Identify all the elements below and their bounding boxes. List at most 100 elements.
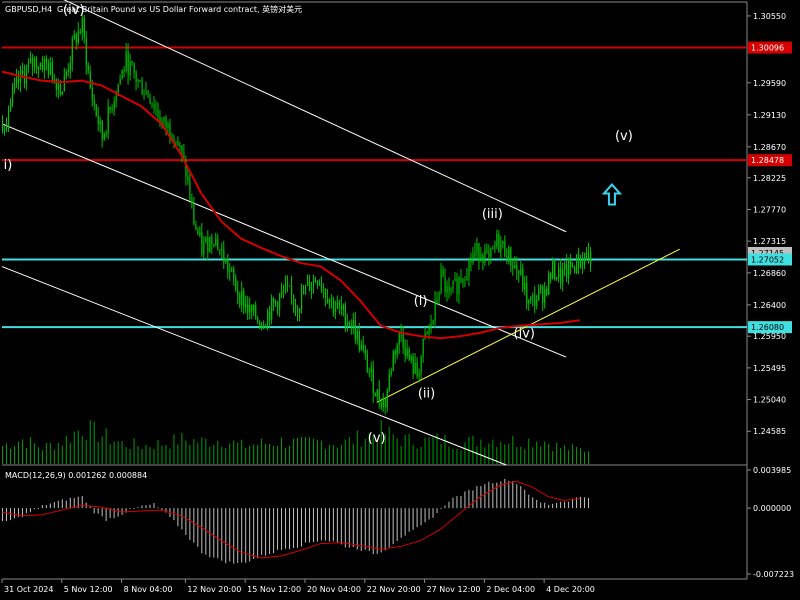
candle-body [346, 322, 349, 327]
candle-body [183, 153, 185, 160]
candle-body [149, 96, 151, 104]
candle-body [540, 286, 542, 290]
candle-body [3, 127, 6, 133]
macd-histogram-bar [412, 508, 414, 530]
volume-bar [141, 449, 143, 464]
candle [149, 93, 151, 105]
volume-bar [444, 434, 446, 464]
candle [380, 398, 382, 411]
macd-histogram-bar [13, 508, 15, 519]
candle [500, 236, 502, 262]
candle [352, 312, 355, 335]
candle-body [155, 109, 157, 111]
candle [474, 242, 476, 260]
candle-body [322, 289, 325, 291]
candle [584, 252, 586, 270]
chart-symbol-label: GBPUSD,H4 [5, 5, 52, 14]
macd-histogram-bar [356, 508, 358, 550]
candle [522, 263, 524, 292]
candle-body [372, 368, 374, 394]
candle [580, 254, 582, 269]
candle-body [117, 84, 119, 97]
candle-body [386, 390, 388, 407]
macd-histogram-bar [344, 508, 346, 548]
candle-body [225, 258, 227, 263]
volume-bar [13, 445, 15, 464]
candle-body [390, 371, 392, 375]
volume-bar [516, 447, 518, 464]
candle-body [446, 285, 448, 293]
candle-body [247, 303, 249, 313]
macd-histogram-bar [448, 501, 450, 509]
candle [466, 267, 468, 281]
candle-body [518, 270, 520, 275]
candle-body [326, 296, 329, 304]
candle-body [289, 285, 291, 287]
macd-histogram-bar [81, 495, 83, 509]
candle [356, 327, 358, 345]
candle [518, 270, 520, 283]
candle-body [23, 74, 26, 84]
candle [408, 346, 410, 362]
volume-bar [336, 447, 338, 464]
candle [203, 236, 205, 259]
candle [177, 136, 179, 147]
candle-body [416, 362, 418, 377]
macd-histogram-bar [181, 508, 183, 530]
volume-bar [464, 442, 466, 464]
candle-body [312, 279, 315, 287]
macd-histogram-bar [372, 508, 374, 555]
candle [440, 263, 442, 295]
candle-body [205, 237, 207, 243]
candle-body [249, 304, 251, 313]
macd-histogram-bar [452, 497, 454, 509]
volume-bar [316, 439, 318, 464]
candle-body [197, 229, 199, 235]
candle [295, 298, 297, 317]
candle-body [185, 159, 187, 177]
candle-body [51, 62, 54, 81]
candle [480, 247, 482, 262]
macd-histogram-bar [5, 508, 7, 521]
candle [368, 367, 370, 377]
candle [61, 91, 63, 96]
candle-body [171, 136, 173, 139]
candle-body [564, 263, 566, 270]
resistance-price-tag-bg [748, 154, 792, 167]
volume-bar [568, 450, 570, 464]
volume-bar [572, 444, 574, 464]
wave-label: (iv) [514, 327, 535, 342]
candle [390, 367, 392, 377]
candle-body [308, 280, 311, 291]
volume-bar [49, 443, 51, 464]
candle [269, 305, 271, 328]
candle-body [151, 103, 153, 105]
macd-y-tick-label: 0.000000 [753, 504, 791, 513]
candle-body [444, 276, 446, 293]
candle [79, 28, 81, 35]
candle-body [550, 273, 552, 279]
candle-body [195, 224, 197, 230]
candle [209, 236, 211, 253]
macd-histogram-bar [472, 490, 474, 509]
candle-body [281, 291, 283, 295]
macd-histogram-bar [201, 508, 203, 554]
y-tick-label: 1.27770 [753, 205, 786, 214]
candle-body [253, 305, 255, 312]
support-price-tag: 1.27052 [751, 255, 784, 264]
volume-bar [412, 444, 414, 464]
y-tick-label: 1.28225 [753, 174, 786, 183]
candle [312, 274, 315, 294]
candle-body [159, 117, 161, 125]
candle [207, 230, 209, 261]
candle [460, 268, 462, 284]
candle-body [474, 252, 476, 256]
volume-bar [81, 435, 83, 464]
candle-body [161, 121, 163, 125]
candle [11, 82, 14, 108]
macd-histogram-bar [21, 508, 23, 518]
candle [432, 319, 434, 326]
macd-histogram-bar [436, 508, 438, 513]
candle-body [27, 63, 30, 69]
